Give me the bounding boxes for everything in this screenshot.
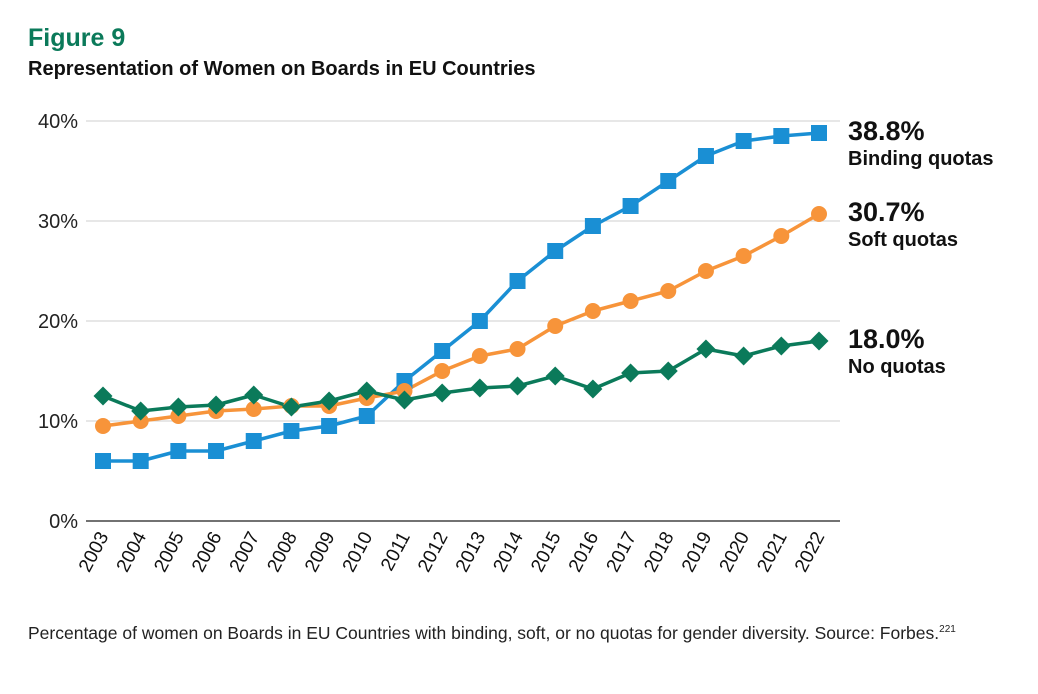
point-binding-quotas (509, 273, 526, 289)
point-no-quotas (734, 346, 754, 366)
x-tick-label: 2019 (678, 528, 716, 575)
end-labels: 38.8%Binding quotas 30.7%Soft quotas 18.0%… (848, 116, 994, 378)
end-name-soft-quotas: Soft quotas (848, 229, 958, 251)
grid-lines (86, 120, 840, 522)
end-value-no-quotas: 18.0% (848, 324, 925, 354)
x-tick-label: 2010 (339, 528, 377, 575)
point-no-quotas (131, 401, 151, 421)
figure-label: Figure 9 (28, 24, 126, 52)
point-binding-quotas (132, 453, 149, 469)
x-tick-label: 2015 (527, 528, 565, 575)
point-binding-quotas (170, 443, 187, 459)
x-tick-label: 2005 (150, 528, 188, 575)
point-soft-quotas (584, 303, 601, 319)
point-soft-quotas (547, 318, 564, 334)
point-binding-quotas (547, 243, 564, 259)
point-no-quotas (281, 397, 301, 417)
point-no-quotas (470, 378, 490, 398)
point-no-quotas (621, 363, 641, 383)
point-binding-quotas (471, 313, 488, 329)
point-binding-quotas (584, 218, 601, 234)
x-tick-label: 2021 (753, 528, 791, 575)
point-no-quotas (319, 391, 339, 411)
series-line-soft-quotas (102, 212, 820, 428)
y-tick-label: 30% (38, 211, 78, 233)
x-tick-label: 2014 (490, 528, 529, 576)
point-no-quotas (696, 339, 716, 359)
point-soft-quotas (95, 418, 111, 434)
end-value-binding-quotas: 38.8% (848, 116, 925, 146)
point-binding-quotas (208, 443, 225, 459)
point-no-quotas (583, 379, 603, 399)
x-tick-label: 2016 (565, 528, 603, 575)
caption-footnote: 221 (939, 624, 956, 636)
point-no-quotas (93, 386, 113, 406)
end-name-no-quotas: No quotas (848, 356, 946, 378)
point-binding-quotas (95, 453, 111, 469)
point-soft-quotas (245, 401, 262, 417)
point-soft-quotas (660, 283, 677, 299)
point-soft-quotas (811, 206, 827, 222)
point-binding-quotas (245, 433, 262, 449)
y-tick-label: 20% (38, 311, 78, 333)
y-axis: 0% 10% 20% 30% 40% (38, 111, 78, 533)
point-no-quotas (658, 361, 678, 381)
point-no-quotas (394, 390, 414, 410)
x-tick-label: 2003 (75, 528, 113, 575)
x-tick-label: 2013 (452, 528, 490, 575)
point-no-quotas (809, 331, 829, 351)
point-no-quotas (432, 383, 452, 403)
point-binding-quotas (660, 173, 677, 189)
point-binding-quotas (773, 128, 790, 144)
point-binding-quotas (434, 343, 451, 359)
x-tick-label: 2004 (113, 528, 152, 576)
point-soft-quotas (697, 263, 714, 279)
series-markers (93, 125, 829, 469)
point-soft-quotas (471, 348, 488, 364)
y-tick-label: 0% (49, 511, 78, 533)
point-no-quotas (508, 376, 528, 396)
point-binding-quotas (735, 133, 752, 149)
point-soft-quotas (434, 363, 451, 379)
point-no-quotas (206, 395, 226, 415)
x-tick-label: 2017 (603, 528, 641, 575)
y-tick-label: 40% (38, 111, 78, 133)
point-soft-quotas (509, 341, 526, 357)
x-tick-label: 2012 (414, 528, 452, 575)
point-no-quotas (168, 397, 188, 417)
x-tick-label: 2007 (226, 528, 264, 575)
chart-title: Representation of Women on Boards in EU … (28, 58, 536, 80)
x-tick-label: 2008 (263, 528, 301, 575)
point-soft-quotas (773, 228, 790, 244)
point-binding-quotas (811, 125, 827, 141)
x-axis: 2003 2004 2005 2006 2007 2008 2009 2010 2011 2012… (75, 528, 829, 576)
point-no-quotas (357, 381, 377, 401)
point-soft-quotas (132, 413, 149, 429)
x-tick-label: 2011 (377, 528, 415, 574)
point-binding-quotas (358, 408, 375, 424)
y-tick-label: 10% (38, 411, 78, 433)
point-no-quotas (771, 336, 791, 356)
x-tick-label: 2006 (188, 528, 226, 575)
end-name-binding-quotas: Binding quotas (848, 148, 994, 170)
x-tick-label: 2009 (301, 528, 339, 575)
point-binding-quotas (283, 423, 300, 439)
x-tick-label: 2020 (716, 528, 754, 575)
figure-caption: Percentage of women on Boards in EU Coun… (28, 620, 988, 646)
point-no-quotas (244, 385, 264, 405)
point-soft-quotas (622, 293, 639, 309)
point-no-quotas (545, 366, 565, 386)
line-chart: 0%10%20%30%40% 2003 2004 2005 2006 2007 2008 2… (38, 111, 994, 576)
end-value-soft-quotas: 30.7% (848, 197, 925, 227)
point-binding-quotas (321, 418, 338, 434)
point-soft-quotas (735, 248, 752, 264)
caption-text: Percentage of women on Boards in EU Coun… (28, 623, 940, 643)
x-tick-label: 2022 (791, 528, 829, 575)
point-binding-quotas (622, 198, 639, 214)
point-binding-quotas (697, 148, 714, 164)
x-tick-label: 2018 (640, 528, 678, 575)
